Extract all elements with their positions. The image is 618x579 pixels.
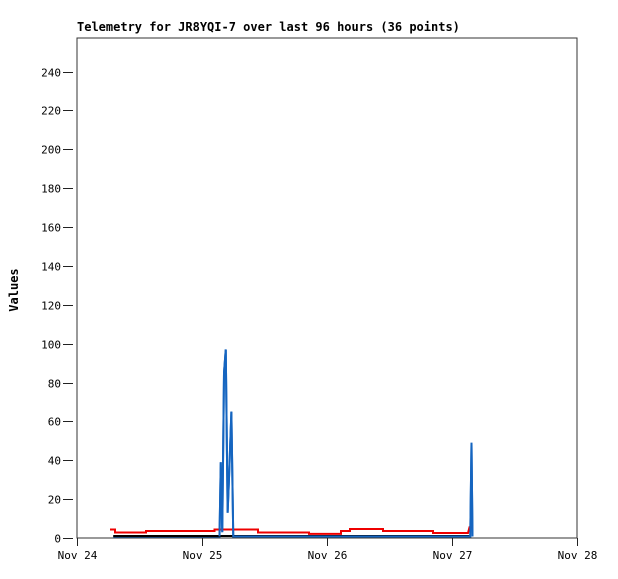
y-tick-label: 160 [41,222,61,235]
series-channel-blue [113,349,474,538]
y-tick-label: 100 [41,339,61,352]
plot-border [76,37,578,539]
y-tick-label: 40 [48,455,61,468]
x-tick-label: Nov 24 [58,549,98,562]
x-tick-label: Nov 26 [308,549,348,562]
x-tick-label: Nov 27 [433,549,473,562]
chart-title: Telemetry for JR8YQI-7 over last 96 hour… [77,20,460,34]
y-tick-label: 120 [41,300,61,313]
y-tick-label: 240 [41,67,61,80]
y-tick-label: 60 [48,416,61,429]
y-tick-label: 0 [54,533,61,546]
y-tick-label: 80 [48,378,61,391]
x-tick-label: Nov 25 [183,549,223,562]
series-channel-red [110,526,472,535]
y-tick-label: 180 [41,183,61,196]
x-tick-label: Nov 28 [558,549,598,562]
series-channel-blue-spike [218,349,474,538]
y-tick-label: 220 [41,105,61,118]
y-tick-label: 200 [41,144,61,157]
y-tick-label: 140 [41,261,61,274]
y-tick-label: 20 [48,494,61,507]
